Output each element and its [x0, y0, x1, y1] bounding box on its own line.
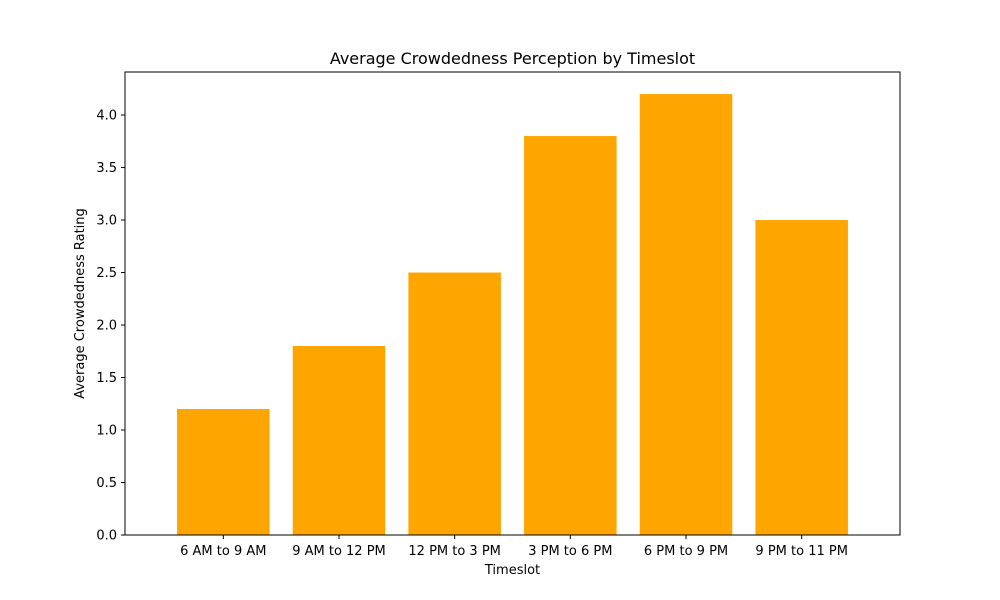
- x-tick-label: 9 PM to 11 PM: [755, 544, 848, 559]
- y-tick-label: 0.0: [96, 529, 117, 544]
- plot-frame: [124, 71, 901, 536]
- y-tick-label: 1.5: [96, 371, 117, 386]
- y-tick-label: 2.0: [96, 319, 117, 334]
- bar: [408, 272, 501, 535]
- y-tick-label: 3.5: [96, 161, 117, 176]
- x-tick-label: 3 PM to 6 PM: [528, 544, 612, 559]
- bar: [755, 220, 848, 535]
- bar: [177, 409, 270, 535]
- bar: [292, 346, 386, 535]
- x-tick-label: 6 PM to 9 PM: [644, 544, 728, 559]
- bar: [524, 136, 617, 536]
- y-tick-label: 4.0: [96, 109, 117, 124]
- x-tick-label: 9 AM to 12 PM: [292, 544, 386, 559]
- bar-series: [177, 94, 848, 536]
- y-tick-label: 2.5: [96, 266, 117, 281]
- bar: [639, 94, 733, 536]
- y-tick-label: 3.0: [96, 214, 117, 229]
- x-tick-label: 12 PM to 3 PM: [408, 544, 501, 559]
- x-axis: 6 AM to 9 AM 9 AM to 12 PM 12 PM to 3 PM 3 …: [180, 535, 848, 559]
- x-tick-label: 6 AM to 9 AM: [180, 544, 266, 559]
- chart-title: Average Crowdedness Perception by Timesl…: [330, 49, 695, 68]
- y-axis: 0.0 0.5 1.0 1.5 2.0 2.5 3.0 3.5 4.0: [96, 109, 125, 544]
- y-tick-label: 1.0: [96, 424, 117, 439]
- y-tick-label: 0.5: [96, 476, 117, 491]
- x-axis-label: Timeslot: [484, 563, 540, 578]
- y-axis-label: Average Crowdedness Rating: [73, 208, 88, 399]
